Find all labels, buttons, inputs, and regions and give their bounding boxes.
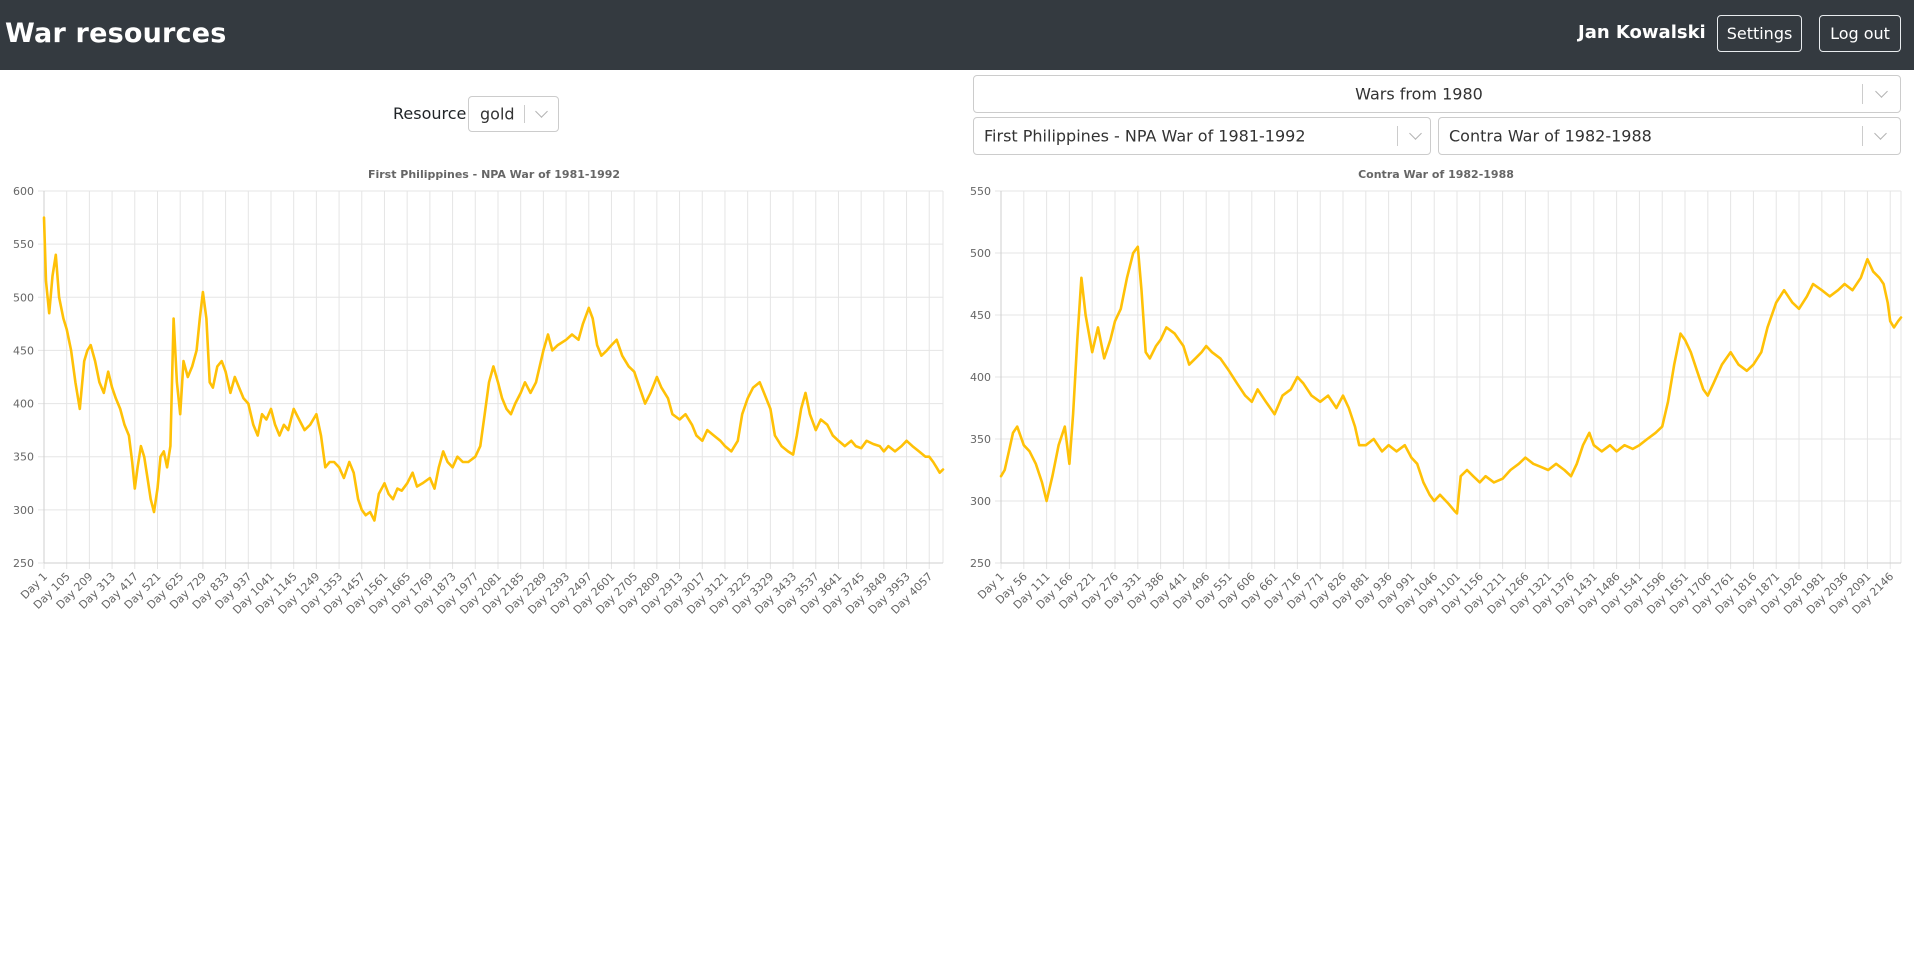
y-tick-label: 500 [970, 247, 991, 260]
period-select[interactable]: Wars from 1980 [973, 75, 1901, 113]
y-tick-label: 250 [970, 557, 991, 570]
y-tick-label: 300 [970, 495, 991, 508]
y-tick-label: 450 [970, 309, 991, 322]
y-tick-label: 550 [970, 185, 991, 198]
select-separator [1397, 126, 1398, 146]
y-tick-label: 300 [13, 504, 34, 517]
navbar: War resources Jan Kowalski Settings Log … [0, 0, 1914, 70]
y-tick-label: 400 [970, 371, 991, 384]
y-tick-label: 600 [13, 185, 34, 198]
resource-label: Resource: [393, 104, 472, 123]
y-tick-label: 550 [13, 238, 34, 251]
war-right-select[interactable]: Contra War of 1982-1988 [1438, 117, 1901, 155]
y-tick-label: 500 [13, 291, 34, 304]
select-separator [1862, 126, 1863, 146]
select-separator [1862, 84, 1863, 104]
user-name: Jan Kowalski [1578, 22, 1706, 43]
logout-button[interactable]: Log out [1819, 15, 1901, 52]
war-right-select-value: Contra War of 1982-1988 [1449, 126, 1652, 146]
y-tick-label: 350 [13, 451, 34, 464]
y-tick-label: 250 [13, 557, 34, 570]
war-left-select-value: First Philippines - NPA War of 1981-1992 [984, 126, 1306, 146]
resource-select-value: gold [480, 104, 515, 124]
resource-select[interactable]: gold [468, 96, 559, 132]
settings-button[interactable]: Settings [1717, 15, 1802, 52]
y-tick-label: 400 [13, 398, 34, 411]
y-tick-label: 350 [970, 433, 991, 446]
chart-right-title: Contra War of 1982-1988 [1358, 168, 1514, 181]
series-line [999, 245, 1903, 515]
chart-left-title: First Philippines - NPA War of 1981-1992 [367, 168, 621, 181]
series-line [42, 216, 945, 522]
war-left-select[interactable]: First Philippines - NPA War of 1981-1992 [973, 117, 1431, 155]
y-tick-label: 450 [13, 344, 34, 357]
period-select-value: Wars from 1980 [1355, 84, 1483, 104]
app-title[interactable]: War resources [5, 18, 227, 49]
select-separator [524, 105, 525, 123]
